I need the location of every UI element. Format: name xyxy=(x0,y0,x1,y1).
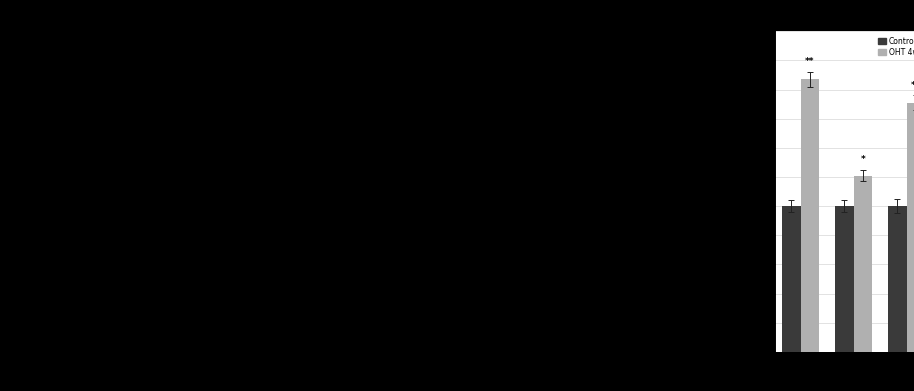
Text: *: * xyxy=(861,155,866,164)
Text: M: M xyxy=(716,9,728,22)
Y-axis label: mRNA levels (fold induction): mRNA levels (fold induction) xyxy=(742,135,751,249)
Bar xyxy=(782,206,801,352)
Bar xyxy=(801,79,819,352)
Text: **: ** xyxy=(805,57,814,66)
Legend: Control, OHT 4wks: Control, OHT 4wks xyxy=(877,35,914,58)
Text: **: ** xyxy=(911,81,914,90)
Bar xyxy=(835,206,854,352)
Bar xyxy=(888,206,907,352)
Bar xyxy=(907,103,914,352)
Bar xyxy=(854,176,872,352)
